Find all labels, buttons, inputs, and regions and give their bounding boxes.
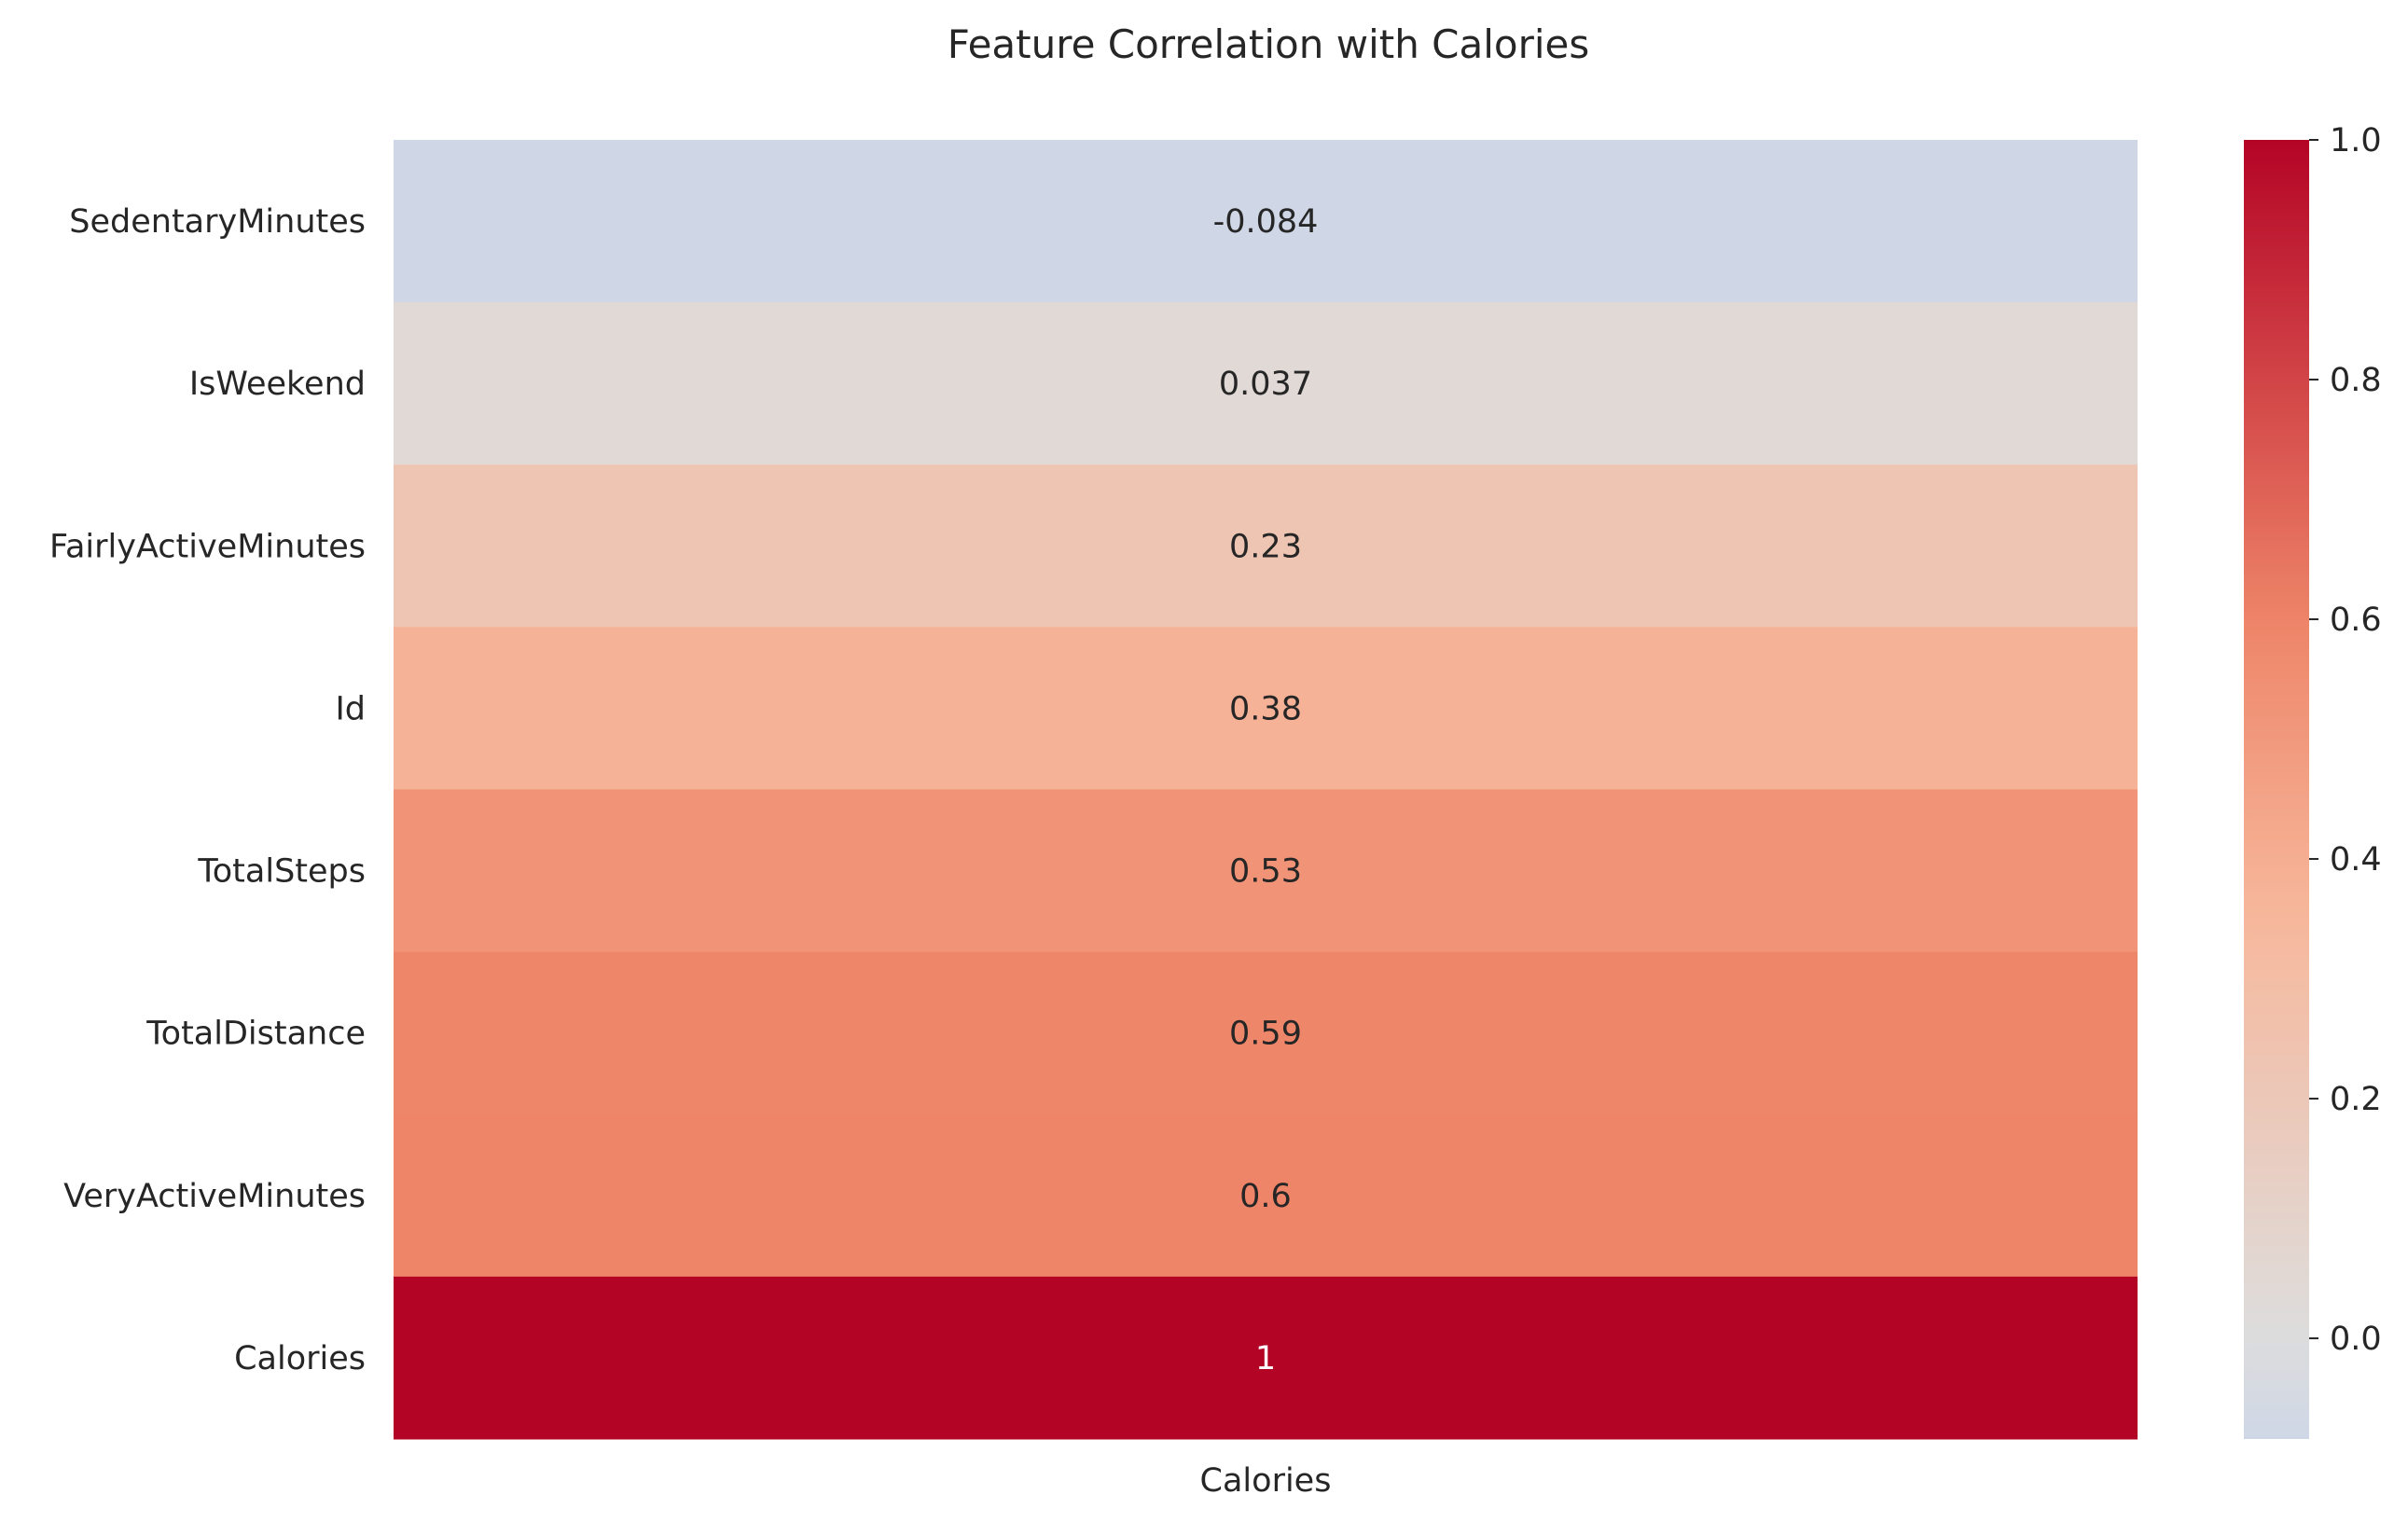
y-tick-label: SedentaryMinutes <box>69 203 366 241</box>
x-tick-label: Calories <box>1200 1462 1332 1500</box>
cell-annotation: 1 <box>1255 1340 1276 1377</box>
heatmap-cell <box>394 1276 2138 1440</box>
cell-annotation: 0.38 <box>1229 690 1302 727</box>
colorbar-tick-label: 0.0 <box>2330 1321 2382 1358</box>
cell-annotation: 0.6 <box>1239 1178 1292 1215</box>
y-tick-label: TotalDistance <box>145 1016 366 1053</box>
cell-annotation: 0.53 <box>1229 853 1302 891</box>
y-tick-label: TotalSteps <box>197 853 366 891</box>
colorbar-tick-label: 1.0 <box>2330 122 2382 159</box>
cell-annotation: 0.23 <box>1229 528 1302 565</box>
colorbar-tick-label: 0.8 <box>2330 362 2382 399</box>
cell-annotation: -0.084 <box>1213 203 1319 241</box>
heatmap-cell <box>394 789 2138 953</box>
heatmap-cell <box>394 1114 2138 1278</box>
y-tick-label: Id <box>335 690 366 727</box>
heatmap-cell <box>394 627 2138 790</box>
cell-annotation: 0.59 <box>1229 1016 1302 1053</box>
heatmap-cell <box>394 464 2138 628</box>
heatmap-cell <box>394 140 2138 303</box>
heatmap-cell <box>394 951 2138 1115</box>
y-tick-label: IsWeekend <box>189 366 366 403</box>
colorbar-tick-label: 0.2 <box>2330 1081 2382 1118</box>
x-axis-tick-labels: Calories <box>1200 1462 1332 1500</box>
y-tick-label: FairlyActiveMinutes <box>49 528 366 565</box>
heatmap-cells: -0.084 0.037 0.23 0.38 0.53 0.59 0.6 1 <box>394 140 2138 1440</box>
y-tick-label: Calories <box>234 1340 366 1377</box>
colorbar-tick-label: 0.4 <box>2330 841 2382 879</box>
cell-annotation: 0.037 <box>1219 366 1312 403</box>
heatmap-cell <box>394 302 2138 465</box>
colorbar: 0.0 0.2 0.4 0.6 0.8 1.0 <box>2244 122 2382 1439</box>
y-axis-tick-labels: SedentaryMinutes IsWeekend FairlyActiveMin… <box>49 203 366 1377</box>
colorbar-tick-label: 0.6 <box>2330 602 2382 639</box>
chart-title: Feature Correlation with Calories <box>948 21 1590 67</box>
y-tick-label: VeryActiveMinutes <box>63 1178 366 1215</box>
colorbar-gradient <box>2244 140 2309 1439</box>
